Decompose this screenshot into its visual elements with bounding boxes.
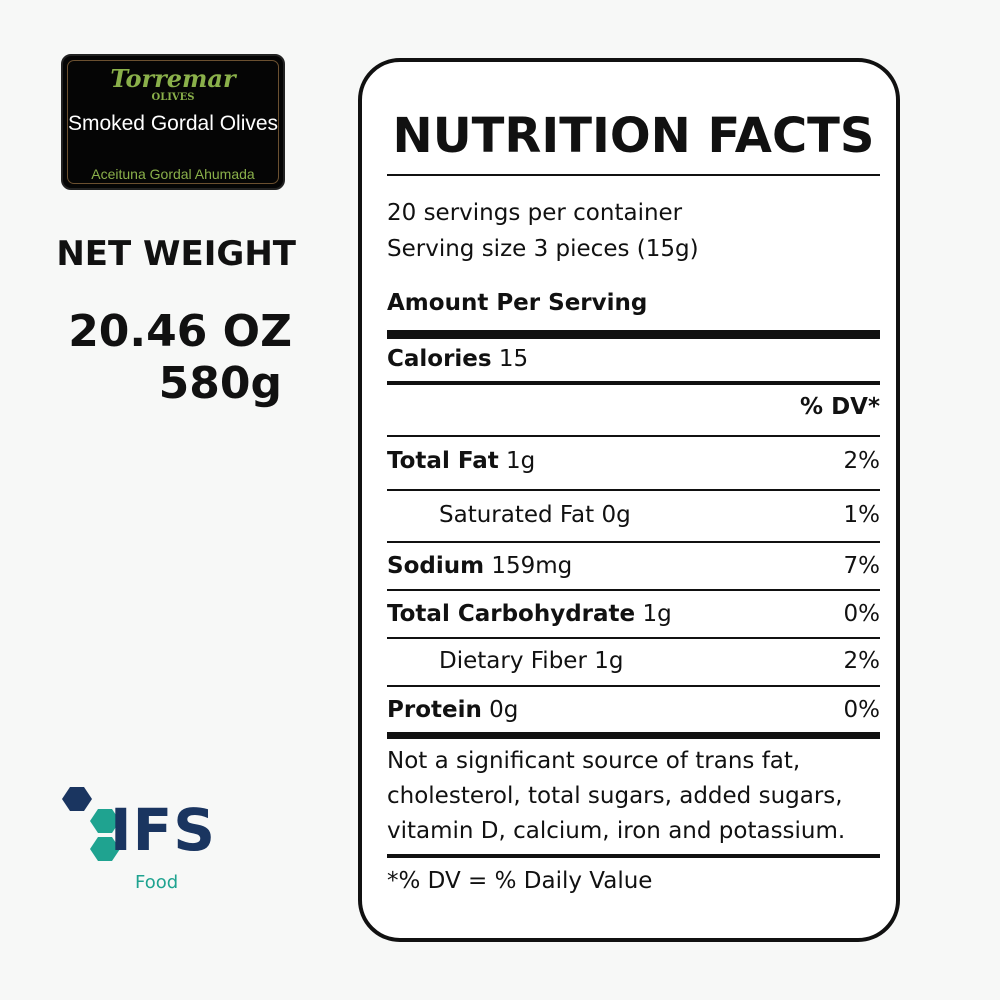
product-label: Torremar OLIVES Smoked Gordal Olives Ace…: [61, 54, 285, 190]
hexagon-teal: [90, 809, 120, 833]
nutrient-row-saturated-fat: Saturated Fat 0g 1%: [387, 502, 880, 528]
note-line: Not a significant source of trans fat,: [387, 748, 880, 774]
calories-label: Calories: [387, 346, 492, 372]
amount-per-serving: Amount Per Serving: [387, 290, 880, 316]
note-text: Not a significant source of trans fat,: [387, 748, 801, 774]
serving-size: Serving size 3 pieces (15g): [387, 236, 880, 262]
nutrient-amount: 0g: [489, 697, 519, 723]
nutrient-row-sodium: Sodium 159mg 7%: [387, 553, 880, 579]
amount-per-serving-text: Amount Per Serving: [387, 290, 648, 316]
nutrition-panel: [358, 58, 900, 942]
product-name-spanish: Aceituna Gordal Ahumada: [91, 166, 255, 182]
nutrient-name: Dietary Fiber: [439, 648, 587, 674]
divider: [387, 589, 880, 591]
nutrient-dv: 7%: [843, 553, 881, 579]
net-weight-title: NET WEIGHT: [56, 234, 296, 274]
nutrient-amount: 1g: [594, 648, 624, 674]
nutrient-name: Protein: [387, 697, 482, 723]
nutrient-row-total-carbohydrate: Total Carbohydrate 1g 0%: [387, 601, 880, 627]
nutrient-amount: 1g: [642, 601, 672, 627]
net-weight-oz: 20.46 OZ: [68, 306, 292, 357]
brand-logo: Torremar: [110, 64, 236, 93]
calories-row: Calories 15: [387, 346, 880, 372]
divider: [387, 854, 880, 858]
divider: [387, 541, 880, 543]
thick-divider: [387, 732, 880, 739]
divider: [387, 685, 880, 687]
ifs-logo-text: IFS: [110, 796, 216, 864]
nutrient-name: Total Carbohydrate: [387, 601, 636, 627]
calories-value: 15: [498, 346, 529, 372]
nutrient-name: Sodium: [387, 553, 485, 579]
dv-footnote-text: *% DV = % Daily Value: [387, 868, 653, 894]
nutrient-amount: 1g: [506, 448, 536, 474]
nutrient-dv: 2%: [843, 448, 881, 474]
divider: [387, 381, 880, 385]
dv-header: % DV*: [387, 394, 880, 420]
hexagon-teal: [90, 837, 120, 861]
nutrient-amount: 0g: [601, 502, 631, 528]
divider: [387, 637, 880, 639]
dv-footnote: *% DV = % Daily Value: [387, 868, 880, 894]
nutrient-dv: 0%: [843, 697, 881, 723]
divider: [387, 174, 880, 176]
servings: 20 servings per container: [387, 200, 880, 226]
nutrient-dv: 2%: [843, 648, 881, 674]
note-line: cholesterol, total sugars, added sugars,: [387, 783, 880, 809]
nutrient-amount: 159mg: [491, 553, 573, 579]
nutrient-dv: 0%: [843, 601, 881, 627]
ifs-hexagon-icon: [62, 787, 120, 861]
thick-divider: [387, 330, 880, 339]
dv-header-text: % DV*: [800, 394, 880, 420]
nutrient-name: Saturated Fat: [439, 502, 595, 528]
servings-text: 20 servings per container: [387, 200, 683, 226]
note-text: vitamin D, calcium, iron and potassium.: [387, 818, 846, 844]
nutrient-row-total-fat: Total Fat 1g 2%: [387, 448, 880, 474]
nutrient-dv: 1%: [843, 502, 881, 528]
nutrient-row-protein: Protein 0g 0%: [387, 697, 880, 723]
nutrient-row-dietary-fiber: Dietary Fiber 1g 2%: [387, 648, 880, 674]
divider: [387, 489, 880, 491]
nutrient-name: Total Fat: [387, 448, 499, 474]
product-name: Smoked Gordal Olives: [67, 112, 279, 135]
nutrition-title: NUTRITION FACTS: [392, 108, 875, 164]
serving-size-text: Serving size 3 pieces (15g): [387, 236, 699, 262]
ifs-food-text: Food: [135, 872, 179, 893]
net-weight-grams: 580g: [158, 358, 282, 409]
hexagon-navy: [62, 787, 92, 811]
note-text: cholesterol, total sugars, added sugars,: [387, 783, 843, 809]
divider: [387, 435, 880, 437]
brand-sub: OLIVES: [151, 92, 195, 103]
note-line: vitamin D, calcium, iron and potassium.: [387, 818, 880, 844]
